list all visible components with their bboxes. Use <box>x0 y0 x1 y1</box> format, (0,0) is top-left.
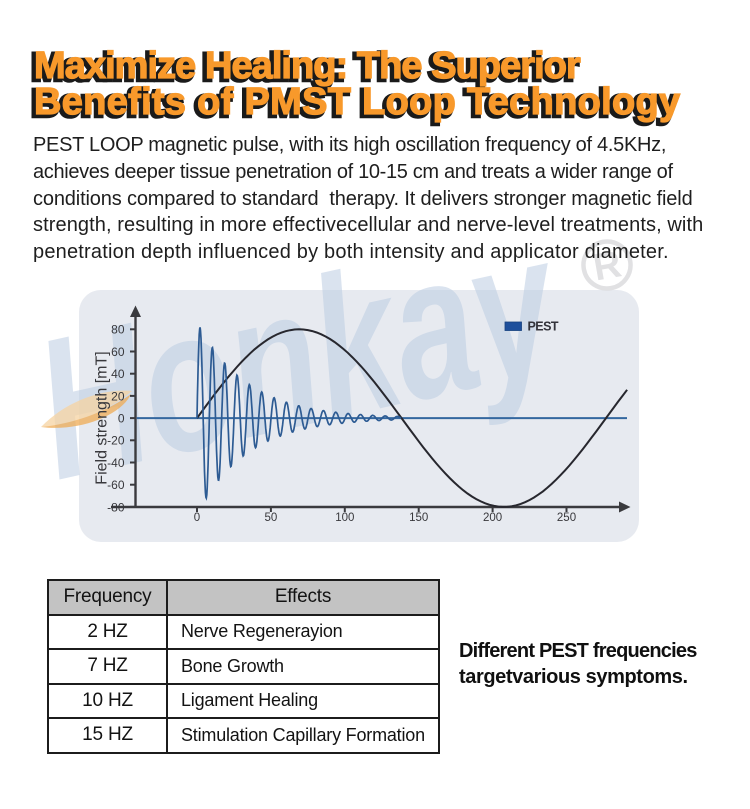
svg-text:-20: -20 <box>107 434 125 448</box>
svg-text:0: 0 <box>194 512 200 524</box>
svg-text:-80: -80 <box>107 500 125 514</box>
svg-text:20: 20 <box>111 389 125 403</box>
svg-text:250: 250 <box>557 512 576 524</box>
svg-text:-40: -40 <box>107 456 125 470</box>
svg-text:200: 200 <box>483 512 502 524</box>
svg-text:Field strength [mT]: Field strength [mT] <box>94 351 111 484</box>
svg-text:-60: -60 <box>107 478 125 492</box>
svg-text:0: 0 <box>118 412 125 426</box>
svg-text:150: 150 <box>409 512 428 524</box>
svg-text:PEST: PEST <box>528 320 559 334</box>
svg-text:40: 40 <box>111 367 125 381</box>
svg-text:100: 100 <box>335 512 354 524</box>
svg-text:80: 80 <box>111 323 125 337</box>
svg-text:60: 60 <box>111 345 125 359</box>
svg-text:50: 50 <box>265 512 278 524</box>
